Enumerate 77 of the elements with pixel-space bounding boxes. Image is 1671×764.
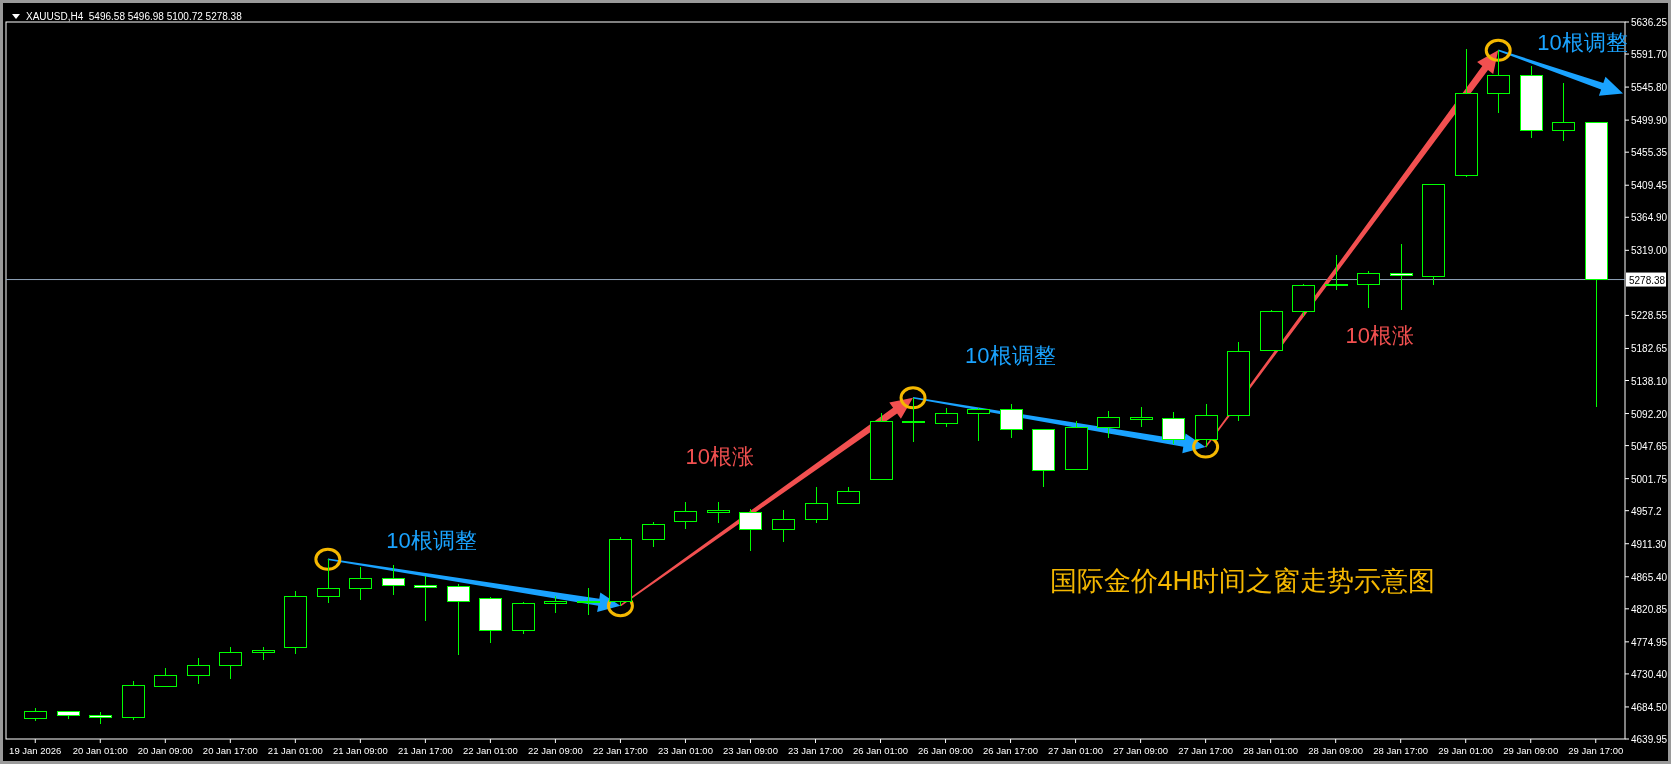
y-tick-label: 5001.75: [1631, 473, 1668, 485]
x-tick-label: 29 Jan 01:00: [1438, 745, 1494, 756]
x-tick-label: 26 Jan 01:00: [853, 745, 908, 756]
x-tick-label: 26 Jan 09:00: [918, 745, 974, 756]
annotation: 10根涨: [1345, 323, 1414, 349]
x-tick-label: 21 Jan 17:00: [397, 745, 453, 756]
x-tick-label: 28 Jan 09:00: [1308, 745, 1364, 756]
candlestick: [349, 566, 372, 601]
candlestick: [1325, 254, 1348, 291]
x-tick-label: 28 Jan 01:00: [1243, 745, 1299, 756]
y-tick-label: 5138.10: [1631, 375, 1668, 387]
y-tick-label: 5047.65: [1631, 440, 1668, 452]
y-tick-label: 4911.30: [1631, 538, 1667, 550]
y-tick-label: 5228.55: [1631, 310, 1668, 322]
candlestick: [1552, 83, 1575, 142]
x-tick-label: 19 Jan 2026: [9, 745, 62, 756]
chart-title: XAUUSD,H4 5496.58 5496.98 5100.72 5278.38: [26, 11, 243, 22]
y-tick-label: 4684.50: [1631, 701, 1668, 713]
y-tick-label: 5499.90: [1631, 115, 1668, 127]
annotation: 10根涨: [685, 444, 754, 470]
x-tick-label: 21 Jan 01:00: [267, 745, 323, 756]
x-tick-label: 22 Jan 01:00: [462, 745, 518, 756]
candlestick: [772, 509, 795, 543]
x-tick-label: 23 Jan 09:00: [723, 745, 778, 756]
annotation: 10根调整: [1537, 29, 1628, 55]
annotation: 国际金价4H时间之窗走势示意图: [1049, 565, 1436, 596]
candlestick: [187, 657, 210, 685]
y-tick-label: 4865.40: [1631, 571, 1668, 583]
candlestick: [219, 646, 242, 680]
candlestick: [805, 486, 828, 524]
x-tick-label: 22 Jan 09:00: [527, 745, 583, 756]
y-tick-label: 5591.70: [1631, 49, 1668, 61]
candlestick: [674, 501, 697, 530]
x-tick-label: 29 Jan 09:00: [1503, 745, 1559, 756]
candlestick: [1162, 411, 1185, 445]
candlestick: [414, 575, 437, 622]
candlestick: [707, 501, 730, 524]
y-tick-label: 5364.90: [1631, 212, 1668, 224]
x-tick-label: 27 Jan 01:00: [1048, 745, 1104, 756]
candlestick: [1357, 270, 1380, 309]
x-tick-label: 22 Jan 17:00: [592, 745, 648, 756]
x-tick-label: 27 Jan 09:00: [1113, 745, 1169, 756]
candlestick: [382, 564, 405, 596]
x-tick-label: 27 Jan 17:00: [1178, 745, 1234, 756]
candlestick: [967, 407, 990, 442]
y-tick-label: 4639.95: [1631, 734, 1668, 745]
y-tick-label: 5092.20: [1631, 408, 1668, 420]
x-tick-label: 20 Jan 01:00: [72, 745, 128, 756]
candlestick: [577, 587, 600, 616]
x-tick-label: 20 Jan 17:00: [202, 745, 258, 756]
x-tick-label: 28 Jan 17:00: [1373, 745, 1429, 756]
annotation: 10根调整: [386, 528, 477, 554]
candlestick: [935, 407, 958, 428]
x-tick-label: 29 Jan 17:00: [1568, 745, 1624, 756]
candlestick: [1000, 403, 1023, 439]
y-tick-label: 5409.45: [1631, 180, 1668, 192]
ref-line-label: 5278.38: [1629, 274, 1666, 286]
candlestick: [739, 508, 762, 552]
candlestick: [1097, 410, 1120, 439]
candlestick: [1130, 406, 1153, 428]
y-tick-label: 5545.80: [1631, 82, 1668, 94]
candlestick: [447, 583, 470, 656]
y-tick-label: 5455.35: [1631, 147, 1668, 159]
x-tick-label: 23 Jan 17:00: [788, 745, 843, 756]
x-tick-label: 21 Jan 09:00: [332, 745, 388, 756]
y-tick-label: 4957.2: [1631, 505, 1663, 517]
y-tick-label: 4820.85: [1631, 603, 1668, 615]
candlestick: [642, 521, 665, 548]
annotation: 10根调整: [965, 343, 1056, 369]
x-tick-label: 20 Jan 09:00: [137, 745, 193, 756]
y-tick-label: 4774.95: [1631, 636, 1668, 648]
y-tick-label: 5182.65: [1631, 343, 1668, 355]
y-tick-label: 5636.25: [1631, 17, 1668, 28]
y-tick-label: 5319.00: [1631, 245, 1668, 257]
x-tick-label: 23 Jan 01:00: [657, 745, 713, 756]
y-tick-label: 4730.40: [1631, 668, 1668, 680]
x-tick-label: 26 Jan 17:00: [983, 745, 1039, 756]
